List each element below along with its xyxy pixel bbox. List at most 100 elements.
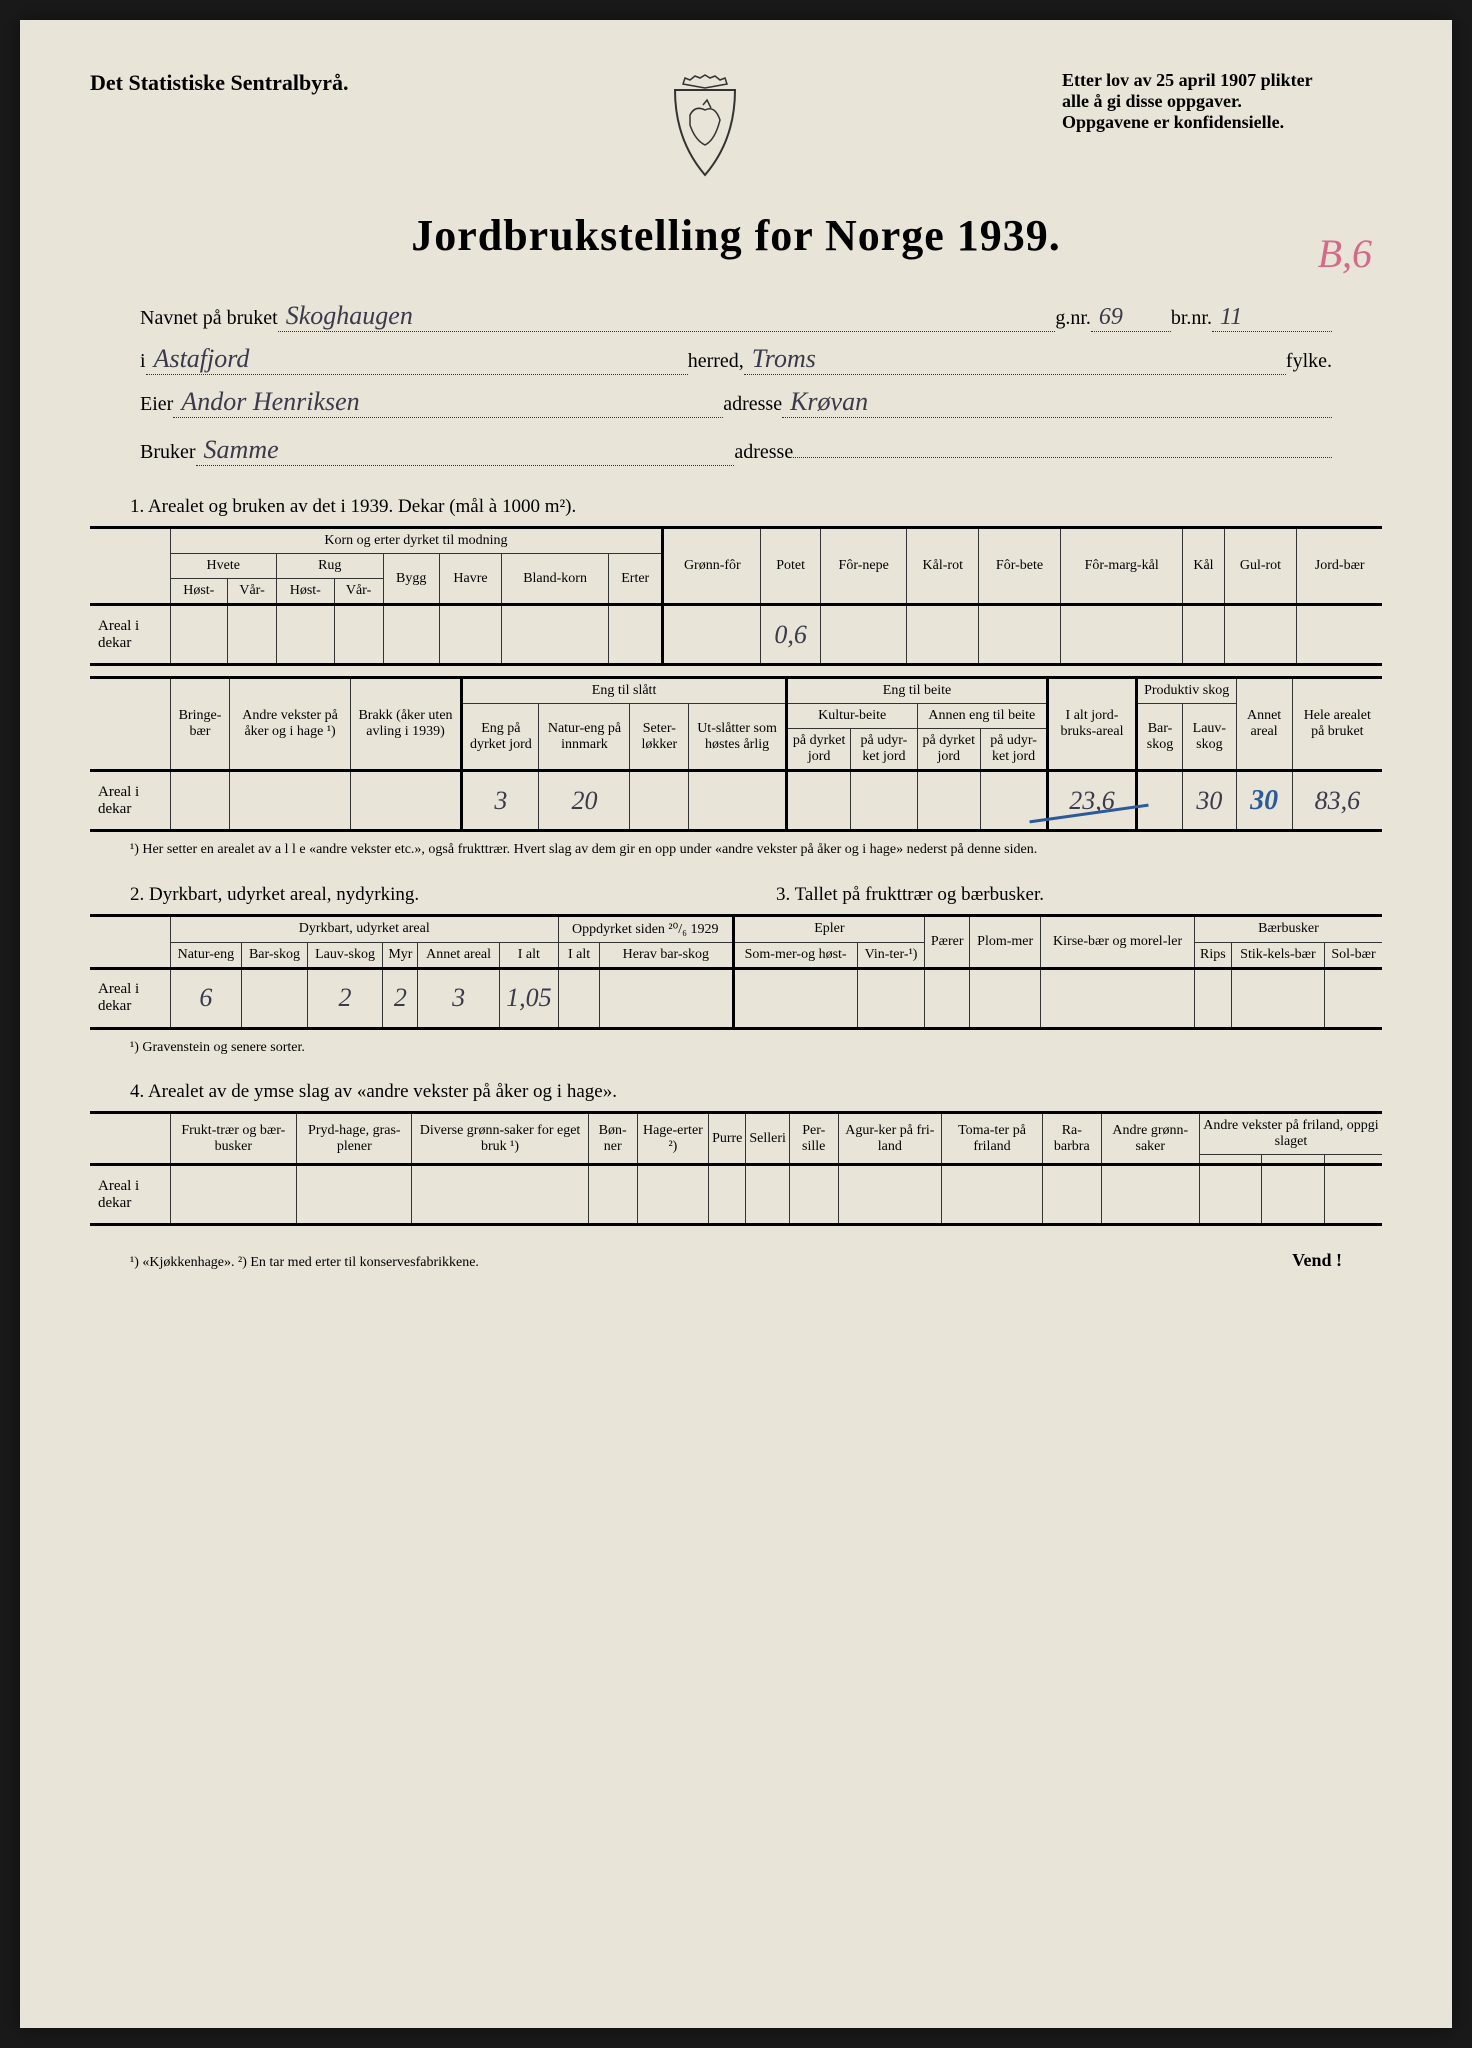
- th-annen-eng: Annen eng til beite: [917, 704, 1048, 729]
- cell: [350, 771, 462, 831]
- document-title: Jordbrukstelling for Norge 1939.: [90, 210, 1382, 261]
- th-havre: Havre: [439, 554, 501, 605]
- th-parer: Pærer: [925, 915, 970, 968]
- cell: [1262, 1155, 1324, 1165]
- th-hvete: Hvete: [170, 554, 277, 579]
- table-1b: Bringe-bær Andre vekster på åker og i ha…: [90, 676, 1382, 832]
- th-myr: Myr: [383, 942, 418, 968]
- table-4: Frukt-trær og bær-busker Pryd-hage, gras…: [90, 1111, 1382, 1226]
- cell: [746, 1165, 790, 1225]
- eier-value: Andor Henriksen: [173, 387, 723, 418]
- th-blandkorn: Bland-korn: [502, 554, 609, 605]
- cell: [1101, 1165, 1199, 1225]
- cell: [242, 968, 308, 1028]
- th-ialt-jordbruks: I alt jord-bruks-areal: [1048, 678, 1137, 771]
- cell: [979, 605, 1061, 665]
- th-prydhage: Pryd-hage, gras-plener: [297, 1113, 412, 1165]
- section2-heading: 2. Dyrkbart, udyrket areal, nydyrking.: [90, 884, 736, 906]
- th-vinter: Vin-ter-¹): [857, 942, 925, 968]
- th-selleri: Selleri: [746, 1113, 790, 1165]
- cell: [663, 605, 761, 665]
- th-jordbar: Jord-bær: [1297, 528, 1382, 605]
- document-page: Det Statistiske Sentralbyrå. Etter lov a…: [20, 20, 1452, 2028]
- bruker-label: Bruker: [140, 441, 196, 464]
- navnet-value: Skoghaugen: [278, 301, 1056, 332]
- cell: [1297, 605, 1382, 665]
- fylke-label: fylke.: [1286, 350, 1332, 373]
- cell-annet-areal: 30: [1236, 771, 1292, 831]
- th-fornepe: Fôr-nepe: [820, 528, 907, 605]
- cell: [970, 968, 1041, 1028]
- eier-label: Eier: [140, 393, 173, 416]
- cell: [1183, 605, 1224, 665]
- navnet-label: Navnet på bruket: [140, 307, 278, 330]
- th-ialt2: I alt: [558, 942, 599, 968]
- th-bringebar: Bringe-bær: [170, 678, 230, 771]
- th-host1: Høst-: [170, 579, 228, 605]
- property-fields: Navnet på bruket Skoghaugen g.nr. 69 br.…: [90, 301, 1382, 466]
- th-kalrot: Kål-rot: [907, 528, 979, 605]
- pink-annotation: B,6: [1318, 230, 1372, 277]
- cell-potet: 0,6: [761, 605, 821, 665]
- th-lauvskog: Lauv-skog: [1183, 704, 1236, 771]
- adresse-value: Krøvan: [782, 387, 1332, 418]
- th-pa-dyrket1: på dyrket jord: [786, 729, 851, 771]
- cell: [334, 605, 383, 665]
- cell: [502, 605, 609, 665]
- legal-notice: Etter lov av 25 april 1907 plikter alle …: [1062, 70, 1382, 133]
- th-var2: Vår-: [334, 579, 383, 605]
- th-dyrkbart: Dyrkbart, udyrket areal: [170, 915, 558, 942]
- th-eng-beite: Eng til beite: [786, 678, 1047, 704]
- cell-ialt: 1,05: [499, 968, 558, 1028]
- th-bygg: Bygg: [383, 554, 439, 605]
- cell: [383, 605, 439, 665]
- cell-natureng: 20: [539, 771, 630, 831]
- table-1a: Korn og erter dyrket til modning Grønn-f…: [90, 526, 1382, 666]
- cell-lauvskog: 30: [1183, 771, 1236, 831]
- section3-heading: 3. Tallet på frukttrær og bærbusker.: [736, 884, 1382, 906]
- cell: [838, 1165, 942, 1225]
- th-kirsebar: Kirse-bær og morel-ler: [1041, 915, 1195, 968]
- th-pa-udyrket1: på udyr-ket jord: [851, 729, 917, 771]
- th-seterlokker: Seter-løkker: [630, 704, 689, 771]
- cell: [170, 605, 228, 665]
- fylke-value: Troms: [744, 344, 1286, 375]
- cell: [1231, 968, 1324, 1028]
- cell: [228, 605, 277, 665]
- herred-value: Astafjord: [146, 344, 688, 375]
- th-forbete: Fôr-bete: [979, 528, 1061, 605]
- th-eng-pa-dyrket: Eng på dyrket jord: [462, 704, 539, 771]
- cell-ialt-jordbruks: 23,6: [1048, 771, 1137, 831]
- th-purre: Purre: [709, 1113, 746, 1165]
- th-solbar: Sol-bær: [1324, 942, 1382, 968]
- legal-line-1: Etter lov av 25 april 1907 plikter: [1062, 70, 1382, 91]
- row-label-2: Areal i dekar: [90, 968, 170, 1028]
- th-persille: Per-sille: [789, 1113, 838, 1165]
- cell: [637, 1165, 708, 1225]
- cell: [297, 1165, 412, 1225]
- cell: [857, 968, 925, 1028]
- th-diverse: Diverse grønn-saker for eget bruk ¹): [412, 1113, 588, 1165]
- cell: [1041, 968, 1195, 1028]
- th-agurker: Agur-ker på fri-land: [838, 1113, 942, 1165]
- cell: [1060, 605, 1183, 665]
- agency-name: Det Statistiske Sentralbyrå.: [90, 70, 348, 96]
- cell: [412, 1165, 588, 1225]
- vend-label: Vend !: [1292, 1250, 1382, 1271]
- cell: [1324, 1155, 1382, 1165]
- th-bonner: Bøn-ner: [588, 1113, 637, 1165]
- herred-label: herred,: [688, 350, 744, 373]
- cell: [1136, 771, 1182, 831]
- cell: [907, 605, 979, 665]
- th-andre-friland: Andre vekster på friland, oppgi slaget: [1199, 1113, 1382, 1155]
- cell: [170, 771, 230, 831]
- footnote-4: ¹) «Kjøkkenhage». ²) En tar med erter ti…: [90, 1249, 519, 1277]
- gnr-value: 69: [1091, 304, 1171, 332]
- th-rips: Rips: [1194, 942, 1231, 968]
- cell: [558, 968, 599, 1028]
- cell: [1194, 968, 1231, 1028]
- cell: [1262, 1165, 1324, 1225]
- th-oppdyrket: Oppdyrket siden ²⁰/₆ 1929: [558, 915, 733, 942]
- th-kal: Kål: [1183, 528, 1224, 605]
- th-natureng: Natur-eng på innmark: [539, 704, 630, 771]
